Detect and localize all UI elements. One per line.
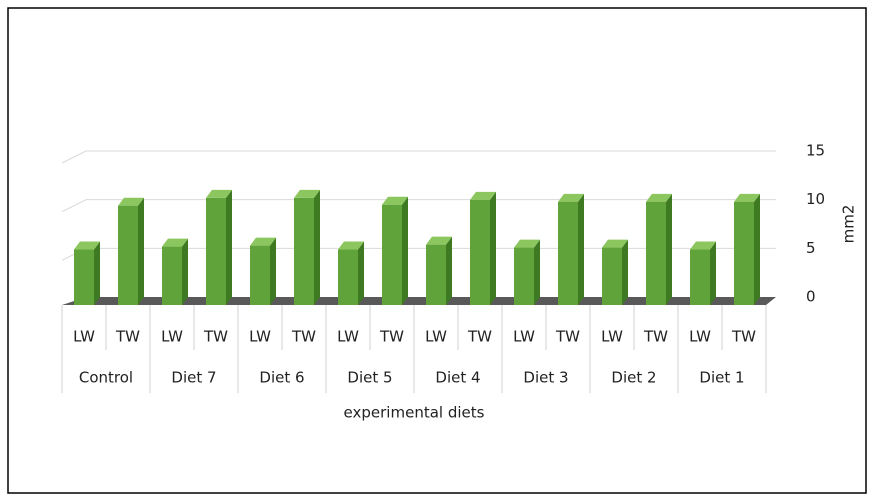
group-label: Control [79,369,133,387]
bar-side [710,241,716,305]
bar-side [182,238,188,305]
group-label: Diet 2 [611,369,656,387]
bar-side [314,189,320,305]
bar-side [578,193,584,305]
x-tick-label: TW [731,328,756,346]
group-label: Diet 5 [347,369,392,387]
bar [470,191,496,305]
bar-front [382,204,402,305]
bar-top [426,236,452,245]
bar-side [622,239,628,305]
bar-front [470,199,490,305]
bar-top [602,239,628,248]
bar-top [162,238,188,247]
bar [646,193,672,305]
x-tick-label: LW [601,328,623,346]
y-tick-label: 5 [806,239,816,257]
bar-front [338,249,358,305]
bar [338,241,364,305]
bar-top [558,193,584,202]
x-tick-label: TW [467,328,492,346]
x-tick-label: TW [555,328,580,346]
bar [426,236,452,305]
y-tick-label: 15 [806,142,825,160]
grid-line [61,150,87,164]
y-axis-label: mm2 [840,205,858,244]
bar [558,193,584,305]
bar [118,197,144,305]
bar-front [294,197,314,305]
bar-front [690,249,710,305]
group-label: Diet 1 [699,369,744,387]
bar [382,196,408,305]
bar-side [754,193,760,305]
bar-side [270,237,276,305]
bar-top [338,241,364,250]
group-label: Diet 3 [523,369,568,387]
bar [206,189,232,305]
x-tick-label: LW [161,328,183,346]
bar [690,241,716,305]
group-label: Diet 6 [259,369,304,387]
bar-side [94,241,100,305]
x-tick-label: LW [73,328,95,346]
bar-front [558,201,578,305]
bar [74,241,100,305]
bar-top [118,197,144,206]
bar-side [138,197,144,305]
grid-line [61,199,87,213]
x-tick-label: LW [689,328,711,346]
bar-top [470,191,496,200]
bar-side [534,239,540,305]
bar-top [514,239,540,248]
bar-top [734,193,760,202]
bar-front [162,246,182,305]
x-axis-label: experimental diets [344,404,485,422]
bar [734,193,760,305]
bar [162,238,188,305]
bar-top [74,241,100,250]
x-tick-label: TW [115,328,140,346]
bar-front [250,245,270,305]
x-tick-label: TW [379,328,404,346]
floor [62,297,776,305]
x-tick-label: LW [425,328,447,346]
bar-side [402,196,408,305]
bar-top [250,237,276,246]
x-tick-label: LW [249,328,271,346]
bar-side [226,189,232,305]
y-tick-label: 10 [806,190,825,208]
bar-front [734,201,754,305]
bar-front [206,197,226,305]
bar-top [690,241,716,250]
bar [514,239,540,305]
bar-front [602,247,622,305]
bar-front [74,249,94,305]
bar-front [426,244,446,305]
x-tick-label: TW [203,328,228,346]
x-tick-label: TW [291,328,316,346]
bar-front [646,201,666,305]
group-label: Diet 7 [171,369,216,387]
bar [602,239,628,305]
bar-side [666,193,672,305]
group-label: Diet 4 [435,369,480,387]
x-tick-label: TW [643,328,668,346]
bar-front [514,247,534,305]
bar [250,237,276,305]
bar-front [118,205,138,305]
bar-top [294,189,320,198]
bar-side [446,236,452,305]
bar-side [490,191,496,305]
bar-top [646,193,672,202]
x-tick-label: LW [513,328,535,346]
bar-top [382,196,408,205]
x-tick-label: LW [337,328,359,346]
y-tick-label: 0 [806,288,816,306]
bar-top [206,189,232,198]
bar [294,189,320,305]
bar-side [358,241,364,305]
